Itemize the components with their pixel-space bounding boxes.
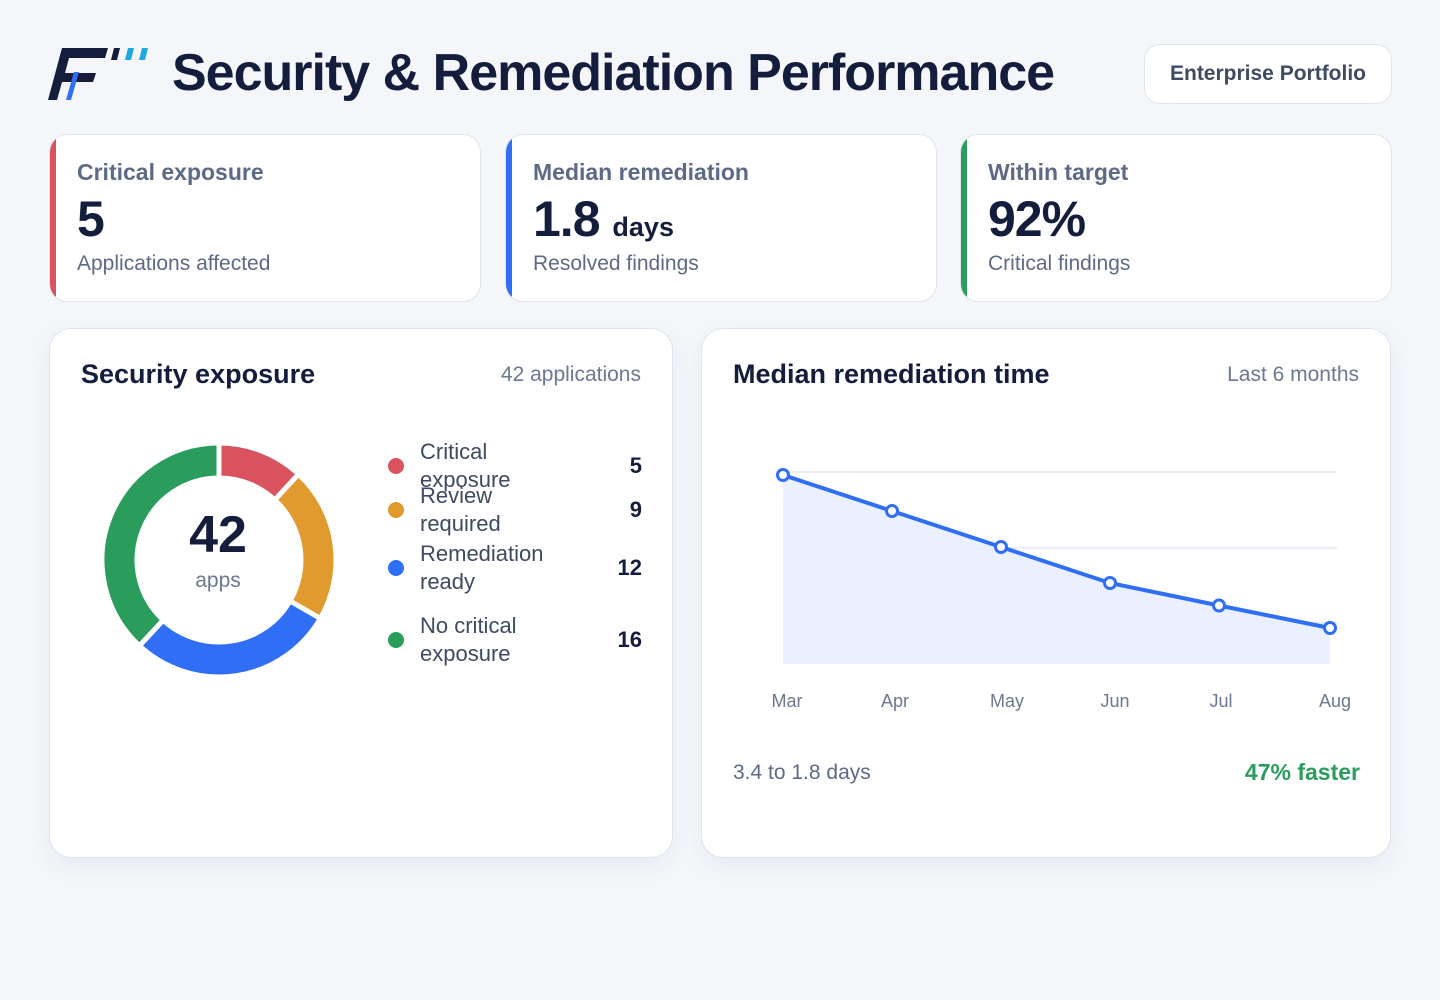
kpi-number: 92%	[988, 191, 1086, 247]
legend-value: 9	[629, 497, 642, 522]
panel-title: Median remediation time	[733, 359, 1050, 389]
kpi-accent-bar	[50, 135, 56, 301]
kpi-value: 92%	[988, 189, 1086, 249]
x-tick-label: Aug	[1318, 691, 1352, 711]
security-exposure-panel: Security exposure 42 applications 42 app…	[49, 328, 673, 858]
donut-center-value: 42	[189, 506, 247, 564]
legend-item-critical: Critical exposure 5	[386, 439, 642, 492]
legend-item-no-critical: No critical exposure 16	[386, 611, 642, 669]
legend-value: 12	[617, 555, 642, 580]
kpi-accent-bar	[961, 135, 967, 301]
kpi-subtext: Resolved findings	[533, 252, 699, 275]
donut-center-label: apps	[195, 569, 241, 592]
data-point-aug	[1323, 621, 1337, 635]
kpi-card-within-target: Within target 92% Critical findings	[960, 134, 1392, 302]
kpi-label: Within target	[988, 159, 1129, 185]
panel-meta: Last 6 months	[1227, 363, 1359, 386]
range-summary: 3.4 to 1.8 days	[733, 761, 871, 784]
data-point-apr	[885, 504, 899, 518]
legend-swatch	[388, 458, 404, 474]
legend-item-review: Review required 9	[386, 483, 642, 536]
brand-logo	[48, 48, 148, 100]
kpi-accent-bar	[506, 135, 512, 301]
legend-value: 5	[629, 453, 642, 478]
kpi-label: Median remediation	[533, 159, 749, 185]
kpi-unit: days	[612, 212, 674, 242]
x-tick-label: Jun	[1100, 691, 1130, 711]
median-remediation-panel: Median remediation time Last 6 months Ma…	[701, 328, 1391, 858]
kpi-value: 5	[77, 189, 105, 249]
x-tick-label: Apr	[880, 691, 910, 711]
legend-label: Critical exposure	[420, 439, 511, 492]
donut-slice-remediation	[135, 597, 324, 680]
data-point-jul	[1212, 598, 1226, 613]
legend-value: 16	[617, 627, 642, 652]
legend-label: Remediation ready	[420, 541, 544, 594]
x-tick-label: Mar	[771, 691, 803, 711]
data-point-may	[994, 540, 1008, 554]
kpi-subtext: Critical findings	[988, 252, 1131, 275]
page-title: Security & Remediation Performance	[172, 44, 1055, 102]
portfolio-selector-button[interactable]: Enterprise Portfolio	[1144, 44, 1392, 104]
exposure-donut-chart	[99, 440, 339, 680]
legend-label: No critical exposure	[420, 613, 517, 666]
kpi-card-critical-exposure: Critical exposure 5 Applications affecte…	[49, 134, 481, 302]
kpi-number: 5	[77, 191, 105, 247]
legend-item-remediation-ready: Remediation ready 12	[386, 539, 642, 597]
panel-title: Security exposure	[81, 359, 316, 389]
data-point-mar	[776, 468, 790, 482]
kpi-label: Critical exposure	[77, 159, 264, 185]
kpi-number: 1.8	[533, 191, 601, 247]
legend-label: Review required	[420, 483, 501, 536]
x-tick-label: Jul	[1209, 691, 1233, 711]
series-line	[782, 473, 1331, 630]
panel-meta: 42 applications	[500, 363, 641, 386]
data-point-jun	[1103, 576, 1117, 590]
legend-swatch	[388, 560, 404, 576]
x-tick-label: May	[989, 691, 1025, 711]
kpi-value: 1.8 days	[533, 189, 674, 257]
legend-swatch	[388, 632, 404, 648]
remediation-line-chart	[776, 468, 1337, 664]
improvement-badge: 47% faster	[1244, 759, 1360, 785]
kpi-subtext: Applications affected	[77, 252, 271, 275]
donut-slice-safe	[99, 440, 222, 650]
legend-swatch	[388, 502, 404, 518]
kpi-card-median-remediation: Median remediation 1.8 days Resolved fin…	[505, 134, 937, 302]
